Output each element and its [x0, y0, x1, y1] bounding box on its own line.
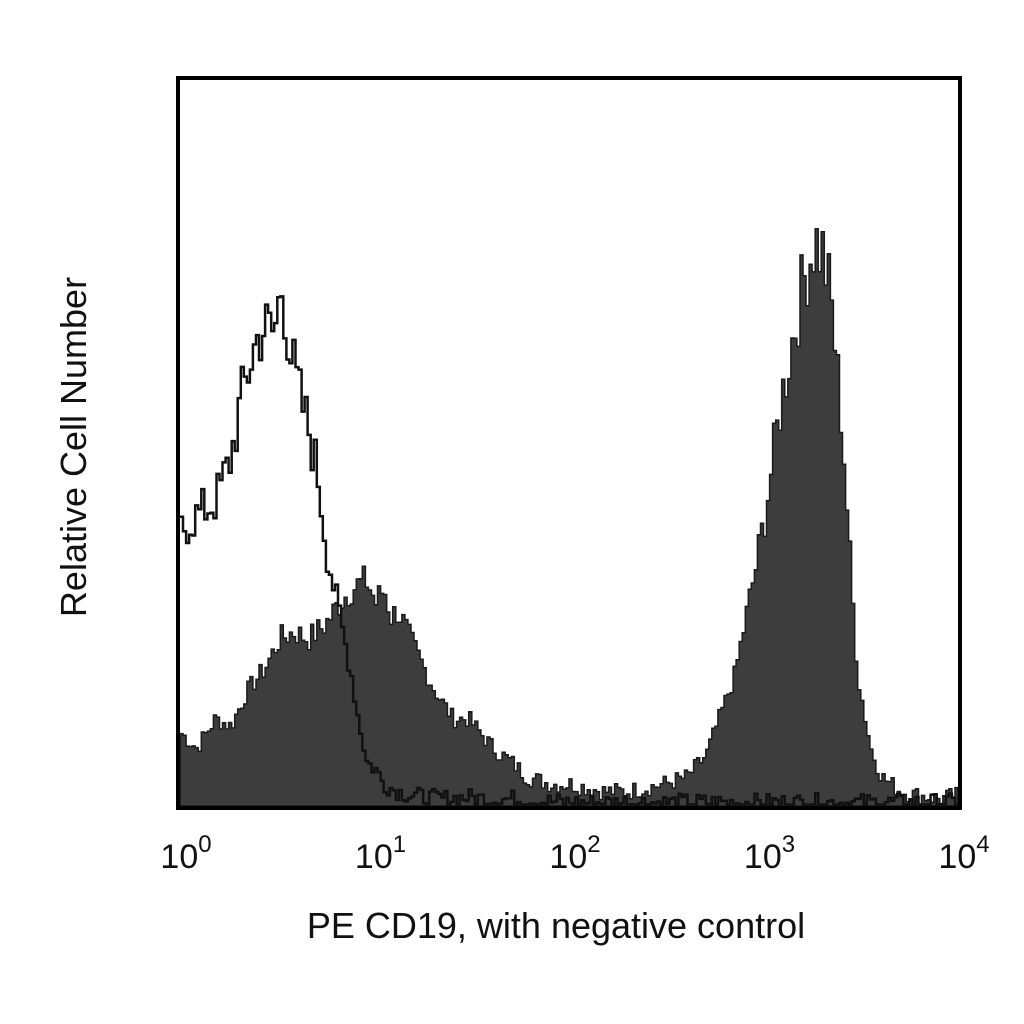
x-tick-label: 100: [160, 831, 211, 876]
series-layer: [179, 228, 959, 807]
outline-histogram-series: [180, 295, 958, 806]
x-axis-title: PE CD19, with negative control: [307, 905, 805, 946]
x-tick-label: 104: [938, 831, 989, 876]
x-tick-labels: 100 101 102 103 104: [160, 831, 989, 876]
x-tick-label: 101: [355, 831, 406, 876]
plot-frame: [176, 76, 962, 810]
filled-histogram-series: [179, 228, 959, 807]
x-tick-label: 102: [549, 831, 600, 876]
y-axis-title: Relative Cell Number: [53, 277, 94, 617]
x-tick-label: 103: [744, 831, 795, 876]
